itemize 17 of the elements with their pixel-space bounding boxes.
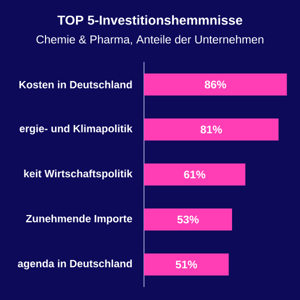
- bar: [144, 254, 229, 276]
- data-label: 86%: [204, 80, 226, 88]
- y-tick-label: ergie- und Klimapolitik: [20, 124, 132, 134]
- y-tick-label: Zunehmende Importe: [26, 214, 132, 224]
- bar: [144, 164, 246, 186]
- y-tick-label: Kosten in Deutschland: [19, 80, 132, 88]
- data-label: 81%: [200, 126, 222, 134]
- chart-subtitle: Chemie & Pharma, Anteile der Unternehmen: [36, 35, 264, 45]
- bar: [144, 118, 279, 141]
- y-tick-label: agenda in Deutschland: [18, 260, 132, 270]
- bar: [144, 208, 232, 231]
- chart-title: TOP 5-Investitionshemmnisse: [57, 15, 242, 25]
- y-tick-label: keit Wirtschaftspolitik: [24, 170, 132, 180]
- data-label: 53%: [177, 216, 199, 224]
- bar: [144, 74, 287, 96]
- data-label: 51%: [176, 260, 198, 268]
- data-label: 61%: [184, 170, 206, 178]
